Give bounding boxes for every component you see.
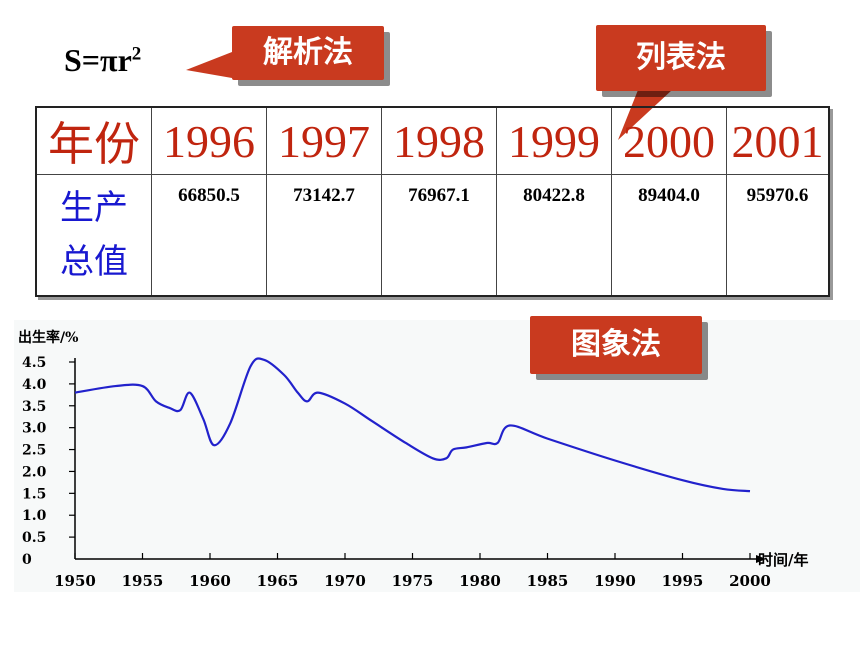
formula: S=πr2 [64, 42, 141, 79]
data-table: 年份 1996 1997 1998 1999 2000 2001 生产 总值 6… [35, 106, 830, 297]
formula-lhs: S=πr [64, 42, 132, 78]
value-cell: 66850.5 [151, 174, 267, 297]
value-cell: 89404.0 [611, 174, 727, 297]
year-cell: 1997 [266, 106, 382, 175]
year-cell: 1998 [381, 106, 497, 175]
header-label: 年份 [48, 119, 140, 170]
year-label: 2000 [623, 115, 715, 167]
value-cell: 73142.7 [266, 174, 382, 297]
row-label-cell: 生产 总值 [35, 174, 152, 297]
year-cell: 2000 [611, 106, 727, 175]
table-value-row: 生产 总值 66850.5 73142.7 76967.1 80422.8 89… [35, 174, 830, 297]
year-label: 1997 [278, 115, 370, 167]
table-callout-label: 列表法 [636, 40, 726, 75]
row-label-line-2: 总值 [60, 242, 128, 282]
value-cell: 76967.1 [381, 174, 497, 297]
formula-exponent: 2 [131, 43, 142, 65]
value-cell: 95970.6 [726, 174, 830, 297]
year-label: 1998 [393, 115, 485, 167]
year-cell: 1999 [496, 106, 612, 175]
year-cell: 1996 [151, 106, 267, 175]
value-cell: 80422.8 [496, 174, 612, 297]
year-label: 1999 [508, 115, 600, 167]
year-cell: 2001 [726, 106, 830, 175]
chart-background [14, 320, 860, 592]
header-label-cell: 年份 [35, 106, 152, 175]
year-label: 1996 [163, 115, 255, 167]
analytic-callout: 解析法 [232, 26, 384, 80]
year-label: 2001 [731, 115, 824, 167]
table-callout: 列表法 [596, 25, 766, 91]
analytic-callout-label: 解析法 [263, 35, 353, 70]
analytic-callout-pointer [186, 52, 232, 78]
graph-callout: 图象法 [530, 316, 702, 374]
table-header-row: 年份 1996 1997 1998 1999 2000 2001 [35, 106, 830, 175]
row-label-line-1: 生产 [60, 188, 128, 228]
graph-callout-label: 图象法 [571, 327, 661, 362]
